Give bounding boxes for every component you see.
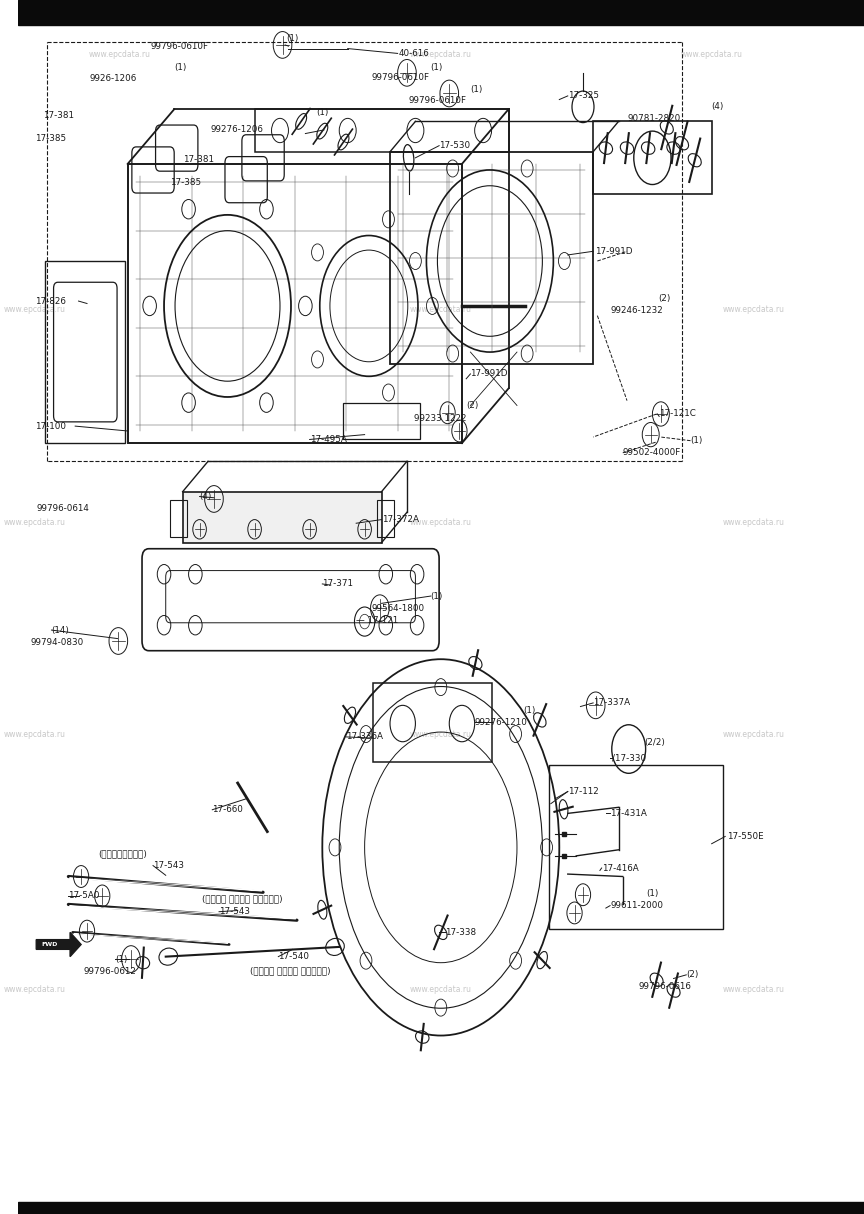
Text: (2): (2) [467,401,479,410]
Text: (1): (1) [175,63,187,73]
Text: 17-337A: 17-337A [594,698,630,708]
Text: www.epcdata.ru: www.epcdata.ru [410,305,472,314]
Text: 99611-2000: 99611-2000 [610,901,663,910]
Polygon shape [36,932,81,957]
Bar [594,121,712,194]
Text: 99233 1222: 99233 1222 [414,414,467,424]
Bar [344,403,420,439]
Text: 17-495A: 17-495A [309,435,346,444]
Text: 17-385: 17-385 [35,134,66,143]
Text: FWD: FWD [41,942,58,947]
Text: (14): (14) [52,625,69,635]
Text: www.epcdata.ru: www.epcdata.ru [410,730,472,739]
Text: 40-616: 40-616 [398,49,429,58]
Text: (2/2): (2/2) [644,738,664,748]
Text: 17-543: 17-543 [219,907,250,917]
Text: 17-371: 17-371 [322,579,353,589]
Bar [550,765,722,929]
Text: 99796-0610F: 99796-0610F [409,96,467,106]
Text: 17-540: 17-540 [278,952,309,961]
Text: (1): (1) [470,85,483,95]
Text: 17-826: 17-826 [35,296,66,306]
Text: www.epcdata.ru: www.epcdata.ru [3,305,66,314]
Text: www.epcdata.ru: www.epcdata.ru [723,517,785,527]
Text: (1): (1) [646,889,659,898]
Text: 17-991D: 17-991D [470,369,508,379]
Text: (4): (4) [712,102,724,112]
Text: (1): (1) [286,34,298,44]
Text: 17-100: 17-100 [35,421,66,431]
Text: 17-121C: 17-121C [659,409,696,419]
Bar [255,109,509,152]
Text: 17-372A: 17-372A [382,515,418,524]
Text: www.epcdata.ru: www.epcdata.ru [681,50,743,59]
Text: 17-416A: 17-416A [601,863,638,873]
Bar [390,152,594,364]
Text: (1): (1) [523,705,536,715]
Text: (2): (2) [686,970,699,980]
Text: 17-338: 17-338 [445,927,476,937]
Text: 99564-1800: 99564-1800 [372,603,424,613]
Text: www.epcdata.ru: www.epcdata.ru [3,517,66,527]
Text: (ヒロシマ セイケン コウギョウ): (ヒロシマ セイケン コウギョウ) [251,966,331,976]
Text: 17-543: 17-543 [153,861,184,870]
Text: (ヒロシマ セイケン コウギョウ): (ヒロシマ セイケン コウギョウ) [202,894,283,903]
Text: 17-325: 17-325 [568,91,599,101]
Text: 9926-1206: 9926-1206 [90,74,137,84]
Text: 99796-0616: 99796-0616 [638,982,691,992]
Text: 17-112: 17-112 [568,787,599,796]
Text: 99796-0610F: 99796-0610F [372,73,429,83]
Text: 17-530: 17-530 [439,141,470,151]
Bar [170,500,187,537]
Text: 99794-0830: 99794-0830 [30,637,84,647]
Text: (4): (4) [200,492,212,501]
Text: (2): (2) [658,294,670,304]
Bar [17,1202,864,1214]
Text: 90781-2820: 90781-2820 [627,114,680,124]
Text: (1): (1) [115,954,127,964]
Text: (1): (1) [690,436,703,446]
Text: (1): (1) [430,591,443,601]
Text: 17-336A: 17-336A [346,732,383,742]
Text: 17-660: 17-660 [213,805,243,815]
Bar [17,0,864,25]
Text: 17-550E: 17-550E [727,832,764,841]
Text: (1): (1) [430,63,443,73]
Text: 17-385: 17-385 [170,177,201,187]
Text: www.epcdata.ru: www.epcdata.ru [410,985,472,994]
Bar [128,164,462,443]
Text: www.epcdata.ru: www.epcdata.ru [3,985,66,994]
Text: (スミノコウギョウ): (スミノコウギョウ) [98,849,147,858]
Bar [182,492,382,543]
Text: 99796-0614: 99796-0614 [36,504,89,514]
Text: 99502-4000F: 99502-4000F [623,448,681,458]
Text: www.epcdata.ru: www.epcdata.ru [410,517,472,527]
Bar [45,261,125,443]
Text: (1): (1) [316,108,329,118]
Text: — 17-121: — 17-121 [356,615,398,625]
Text: 99276-1210: 99276-1210 [474,717,528,727]
Text: 17-991D: 17-991D [594,246,632,256]
Text: 99276-1206: 99276-1206 [211,125,264,135]
Text: 17-381: 17-381 [43,110,74,120]
Text: 99796-0612: 99796-0612 [84,966,137,976]
Text: /17-330: /17-330 [612,753,646,762]
Text: 17-5A0: 17-5A0 [68,891,100,901]
Text: www.epcdata.ru: www.epcdata.ru [410,50,472,59]
Text: 99796-0610F: 99796-0610F [150,41,208,51]
Text: www.epcdata.ru: www.epcdata.ru [723,730,785,739]
Text: 17-431A: 17-431A [610,809,647,818]
Bar [378,500,394,537]
Bar [373,683,492,762]
Text: 17-381: 17-381 [182,154,213,164]
Text: 99246-1232: 99246-1232 [610,306,663,316]
Text: www.epcdata.ru: www.epcdata.ru [723,985,785,994]
Text: www.epcdata.ru: www.epcdata.ru [723,305,785,314]
Text: www.epcdata.ru: www.epcdata.ru [3,730,66,739]
Text: www.epcdata.ru: www.epcdata.ru [88,50,150,59]
